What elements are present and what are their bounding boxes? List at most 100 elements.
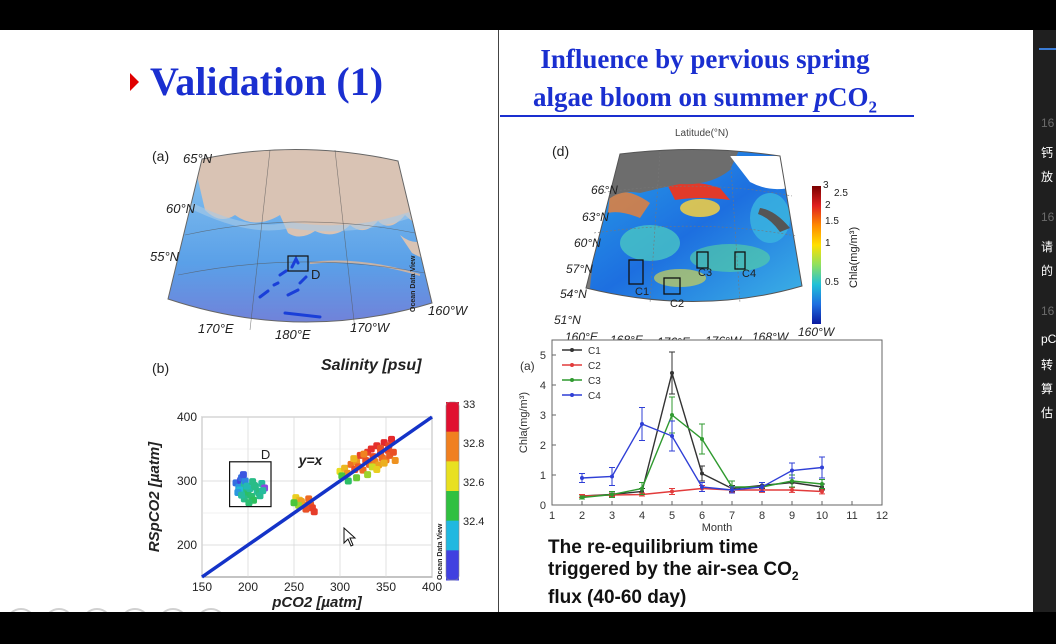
- data-point: [640, 422, 644, 426]
- data-point: [820, 489, 824, 494]
- data-point: [820, 482, 824, 486]
- x-tick-label: 150: [192, 580, 212, 594]
- data-point: [700, 471, 704, 476]
- map-panel-a: [167, 148, 433, 331]
- title-bullet-icon: [130, 73, 139, 91]
- legend-marker: [570, 348, 574, 352]
- region-label-c3: C3: [698, 267, 713, 279]
- y-tick-label: 300: [177, 474, 197, 488]
- lat-label: 57°N: [566, 262, 593, 276]
- y-tick-label: 0: [540, 500, 546, 512]
- x-axis-label: Month: [702, 522, 733, 533]
- colorbar-tick: 33: [463, 399, 476, 411]
- caption-line1: The re-equilibrium time: [548, 537, 759, 558]
- data-point: [350, 455, 358, 463]
- data-point: [380, 459, 388, 467]
- x-tick-label: 2: [579, 510, 585, 522]
- data-point: [389, 448, 397, 456]
- legend-marker: [570, 393, 574, 397]
- colorbar-segment: [446, 550, 459, 581]
- side-text: pC: [1041, 332, 1056, 346]
- data-point: [344, 477, 352, 485]
- x-axis-label: pCO2 [µatm]: [271, 594, 362, 611]
- data-point: [259, 487, 267, 495]
- legend-marker: [570, 363, 574, 367]
- x-tick-label: 12: [876, 510, 888, 522]
- legend-label: C4: [588, 391, 601, 402]
- colorbar-segment: [446, 520, 459, 551]
- data-point: [310, 508, 318, 516]
- y-tick-label: 5: [540, 350, 546, 362]
- slide-title-right: Influence by pervious spring algae bloom…: [500, 40, 910, 126]
- side-text: 放: [1041, 170, 1054, 184]
- lat-label: 66°N: [591, 183, 618, 197]
- x-tick-label: 1: [549, 510, 555, 522]
- colorbar-segment: [446, 491, 459, 522]
- odv-watermark: Ocean Data View: [437, 523, 444, 580]
- data-point: [353, 474, 361, 482]
- chla-colorbar-label: Chla(mg/m³): [848, 226, 860, 288]
- title-right-line1: Influence by pervious spring: [540, 44, 870, 74]
- lat-label: 54°N: [560, 287, 587, 301]
- y-tick-label: 400: [177, 410, 197, 424]
- chla-map-d: [585, 148, 803, 304]
- legend-marker: [570, 378, 574, 382]
- chla-line-chart: 1 2 3 4 5 6 7 8 9 10 11 12012345MonthChla(mg/m³)(a)…: [518, 339, 888, 533]
- x-tick-label: 10: [816, 510, 828, 522]
- colorbar-tick: 0.5: [825, 277, 839, 288]
- side-text: 的: [1041, 264, 1054, 278]
- title-line2-text: algae bloom on summer: [533, 82, 815, 112]
- legend-label: C3: [588, 376, 601, 387]
- salinity-title: Salinity [psu]: [321, 357, 422, 374]
- x-tick-label: 200: [238, 580, 258, 594]
- x-tick-label: 7: [729, 510, 735, 522]
- lat-label: 65°N: [183, 151, 213, 166]
- x-tick-label: 300: [330, 580, 350, 594]
- caption-line2: triggered by the air-sea CO2: [548, 559, 799, 587]
- region-c3-box: [696, 251, 709, 269]
- lon-label: 170°E: [198, 321, 234, 336]
- side-notes-panel[interactable]: 16 钙 放 16 请 的 16 pC 转 算 估: [1033, 30, 1056, 612]
- latitude-cut-label: Latitude(°N): [675, 128, 729, 139]
- data-point: [820, 465, 824, 470]
- x-tick-label: 11: [846, 510, 857, 522]
- re-equilibrium-caption: The re-equilibrium time triggered by the…: [548, 537, 799, 609]
- colorbar-tick: 32.6: [463, 477, 485, 489]
- data-point: [700, 437, 704, 441]
- lon-label: 180°E: [275, 327, 311, 342]
- data-point: [610, 474, 614, 479]
- colorbar-tick: 1.5: [825, 216, 839, 227]
- colorbar-tick: 1: [825, 238, 831, 249]
- data-point: [580, 495, 584, 500]
- reference-line-label: y=x: [298, 452, 324, 468]
- y-tick-label: 3: [540, 410, 546, 422]
- data-point: [700, 485, 704, 489]
- data-point: [245, 499, 253, 507]
- x-tick-label: 8: [759, 510, 765, 522]
- y-tick-label: 1: [540, 470, 546, 482]
- data-point: [243, 482, 251, 490]
- region-d-box: [287, 255, 309, 272]
- scatter-chart-b: 150 200 250 300 350 400 200 300 400 pCO2 [µatm] RS…: [146, 401, 460, 611]
- x-tick-label: 4: [639, 510, 645, 522]
- lon-label: 160°W: [428, 303, 468, 318]
- y-tick-label: 2: [540, 440, 546, 452]
- colorbar-frame: [445, 401, 460, 581]
- data-point: [790, 468, 794, 473]
- side-text: 16: [1041, 116, 1055, 130]
- panel-d-label: (d): [552, 143, 570, 159]
- data-point: [790, 488, 794, 492]
- caption-line2-sub: 2: [791, 568, 799, 583]
- reference-line-y-equals-x: [201, 415, 433, 579]
- panel-label: (a): [520, 359, 535, 373]
- data-point: [670, 413, 674, 417]
- chla-colorbar: [812, 186, 821, 324]
- data-point: [730, 488, 734, 492]
- top-bar: [0, 0, 1056, 30]
- data-point: [388, 435, 396, 443]
- x-tick-label: 6: [699, 510, 705, 522]
- lat-label: 51°N: [554, 313, 581, 327]
- region-c2-box: [663, 277, 681, 295]
- side-text: 钙: [1041, 146, 1054, 160]
- colorbar-tick: 2.5: [834, 188, 848, 199]
